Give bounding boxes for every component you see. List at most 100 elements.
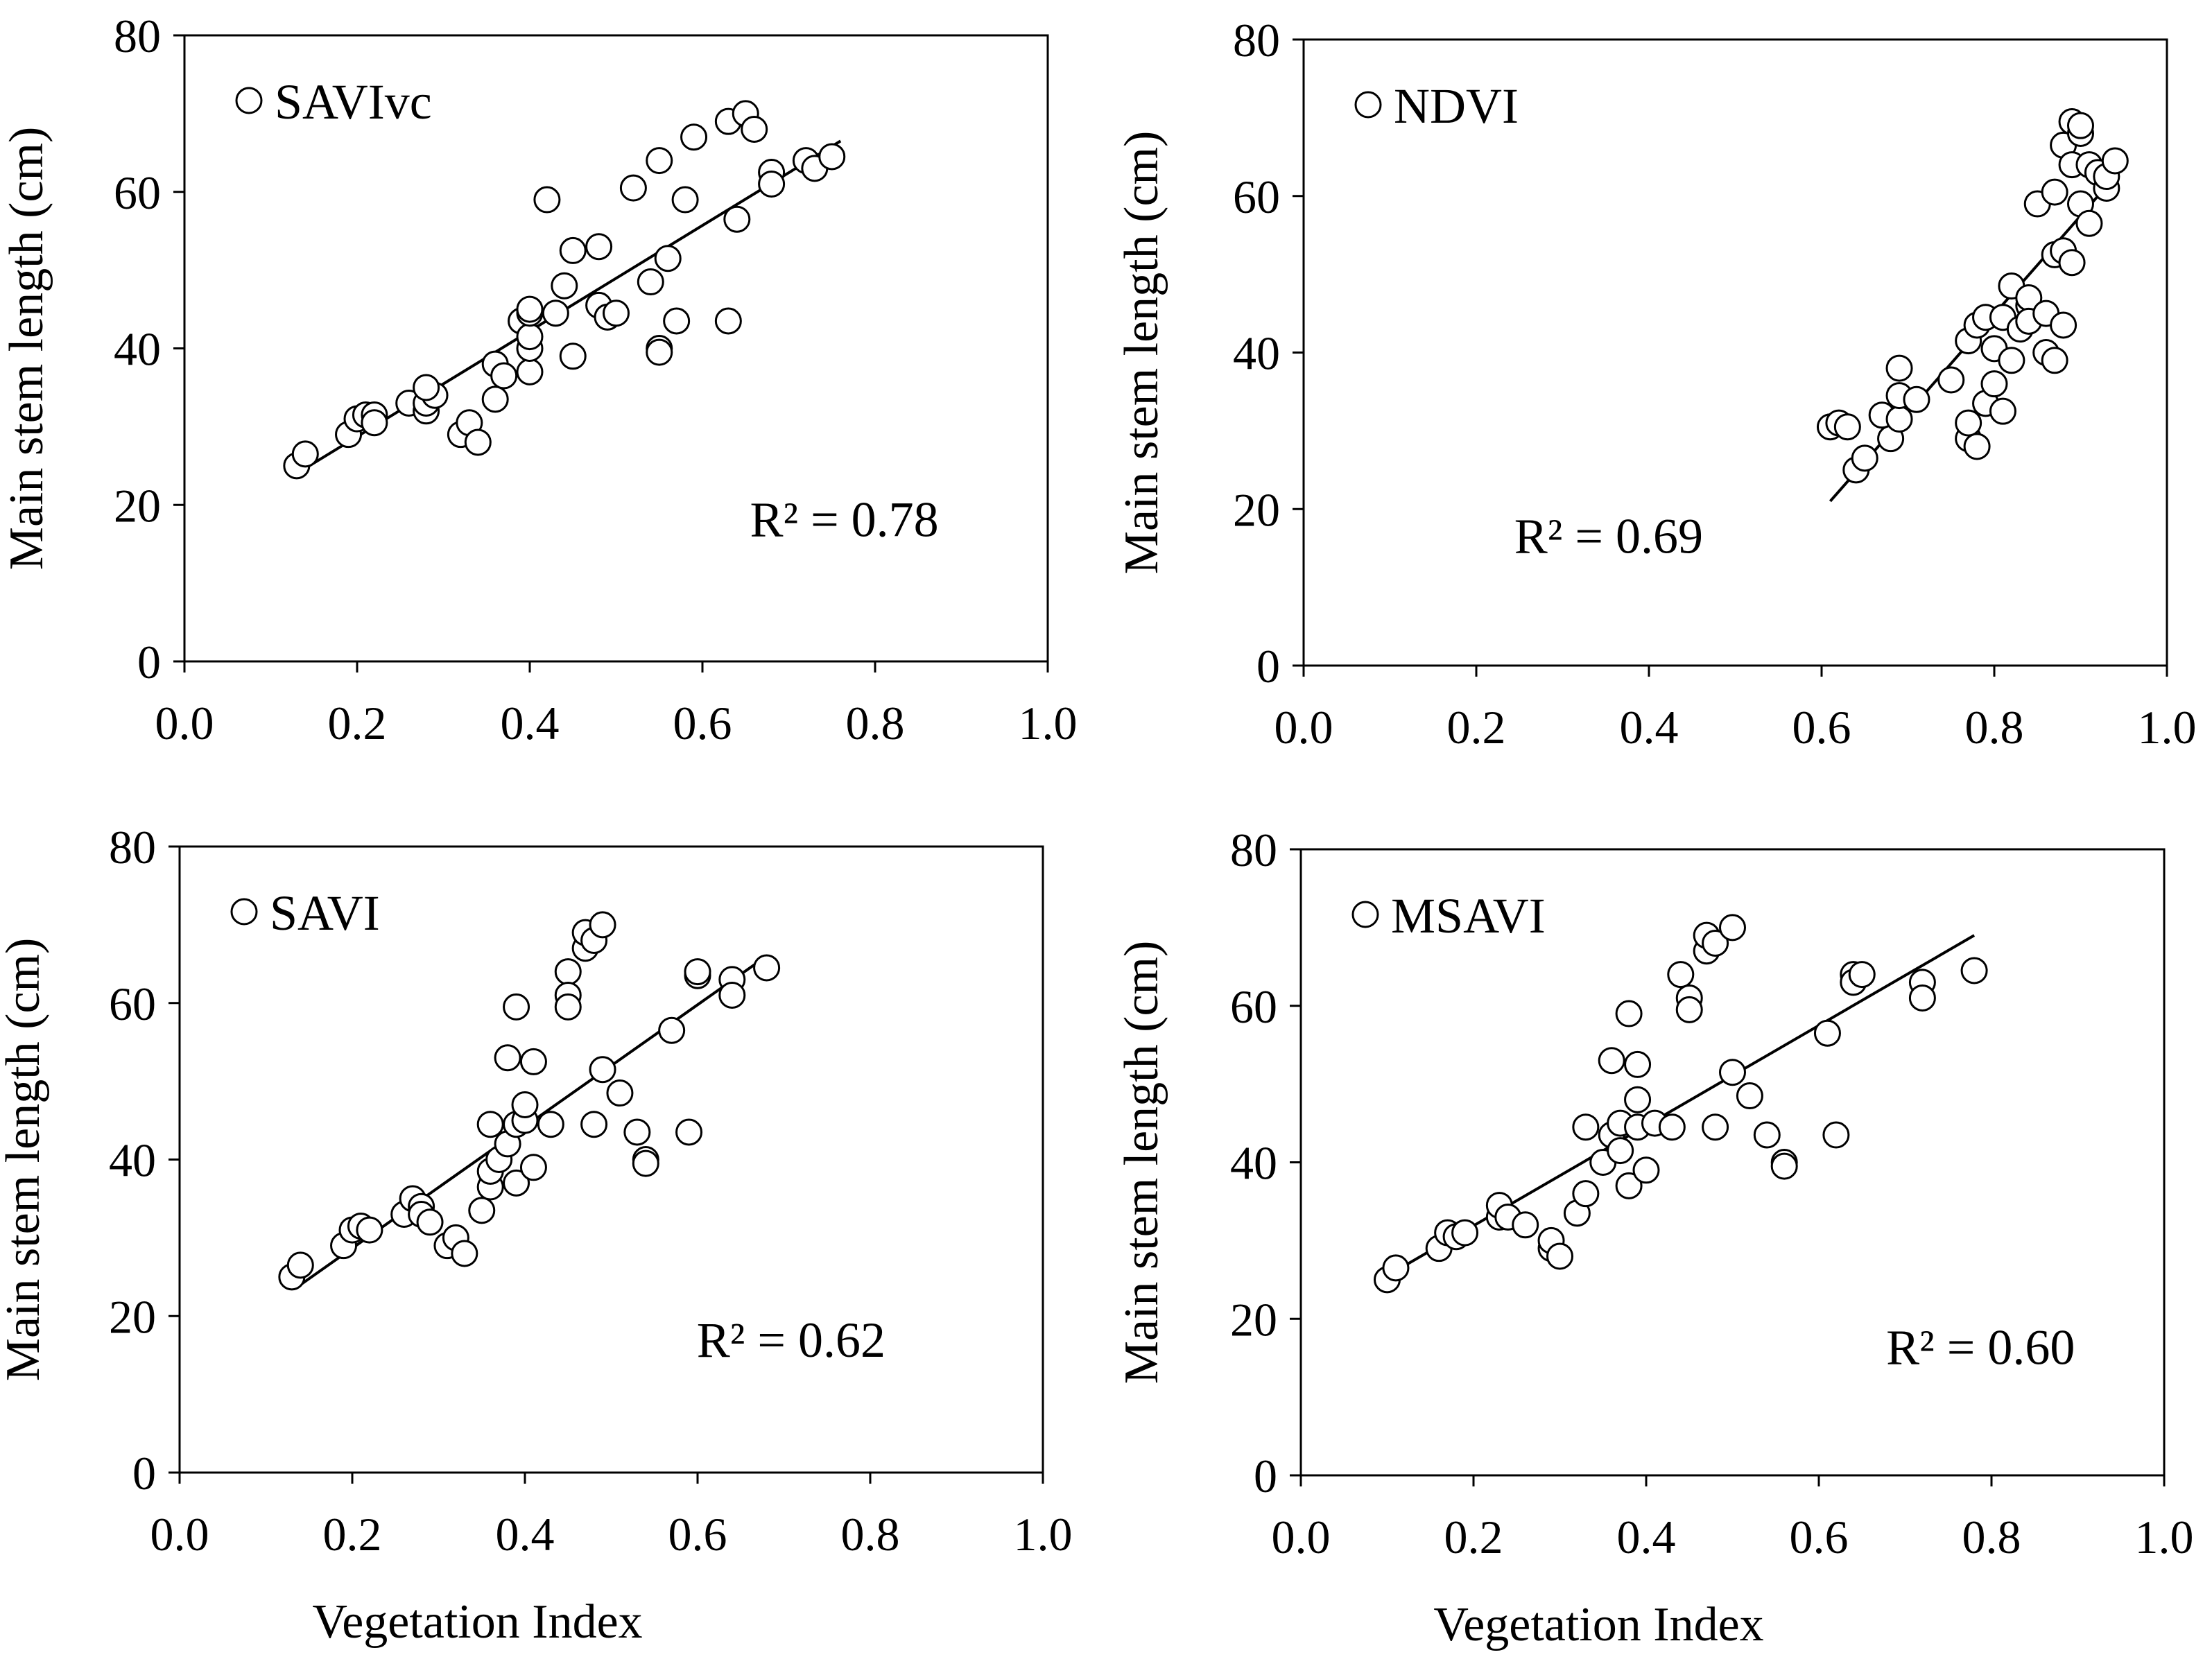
- x-tick-label: 0.6: [1790, 1511, 1849, 1563]
- x-tick-label: 0.6: [1792, 701, 1851, 754]
- data-point: [1675, 996, 1703, 1023]
- data-point: [468, 1197, 496, 1224]
- x-tick-label: 0.4: [1620, 701, 1679, 754]
- x-tick-label: 0.8: [1962, 1511, 2021, 1563]
- x-tick-label: 0.8: [1965, 701, 2024, 754]
- y-tick-label: 0: [137, 636, 161, 688]
- data-point: [1546, 1242, 1573, 1270]
- y-tick-label: 60: [109, 978, 156, 1030]
- data-point: [1833, 413, 1861, 441]
- y-tick-label: 0: [132, 1447, 156, 1500]
- data-point: [1736, 1082, 1763, 1110]
- data-point: [2101, 147, 2129, 175]
- data-point: [646, 338, 673, 366]
- data-point: [1607, 1137, 1634, 1165]
- data-point: [1382, 1254, 1410, 1282]
- x-tick-label: 0.2: [323, 1508, 382, 1561]
- y-tick-label: 80: [109, 821, 156, 874]
- x-tick-label: 0.6: [673, 697, 732, 749]
- data-point: [1615, 1172, 1643, 1199]
- data-point: [663, 307, 691, 335]
- y-axis-title: Main stem length (cm): [0, 938, 50, 1382]
- data-point: [589, 911, 616, 939]
- legend-marker: [1351, 901, 1379, 928]
- data-point: [1624, 1050, 1652, 1078]
- data-point: [753, 954, 781, 982]
- data-point: [1667, 961, 1695, 989]
- data-point: [559, 236, 587, 264]
- data-point: [1989, 397, 2016, 425]
- y-tick-label: 40: [1233, 327, 1280, 380]
- x-tick-label: 0.8: [846, 697, 905, 749]
- data-point: [580, 1111, 608, 1138]
- data-point: [503, 993, 530, 1021]
- data-point: [680, 123, 708, 151]
- data-point: [291, 440, 319, 468]
- data-point: [684, 958, 711, 986]
- x-tick-label: 0.0: [1272, 1511, 1331, 1563]
- y-tick-label: 80: [114, 10, 161, 62]
- x-tick-label: 0.6: [668, 1508, 727, 1561]
- data-point: [356, 1216, 383, 1244]
- y-tick-label: 40: [1230, 1137, 1277, 1190]
- r-squared-label: R² = 0.78: [750, 492, 938, 547]
- x-tick-label: 1.0: [1014, 1508, 1073, 1561]
- data-point: [516, 295, 544, 323]
- data-point: [675, 1118, 703, 1146]
- legend-marker: [230, 898, 258, 926]
- x-tick-label: 0.0: [155, 697, 214, 749]
- r-squared-label: R² = 0.60: [1886, 1319, 2075, 1375]
- data-point: [511, 1091, 539, 1118]
- data-point: [589, 1056, 616, 1084]
- x-tick-label: 1.0: [1019, 697, 1078, 749]
- data-point: [818, 143, 846, 171]
- trendline: [1386, 934, 1976, 1277]
- data-point: [654, 245, 682, 272]
- data-point: [490, 362, 518, 390]
- x-tick-label: 0.4: [1617, 1511, 1676, 1563]
- data-point: [551, 272, 578, 300]
- data-point: [585, 233, 613, 261]
- legend-marker: [1354, 91, 1382, 119]
- data-point: [1572, 1180, 1600, 1208]
- data-point: [494, 1044, 521, 1072]
- y-tick-label: 20: [1233, 483, 1280, 536]
- y-tick-label: 40: [109, 1134, 156, 1187]
- x-tick-label: 0.0: [1275, 701, 1333, 754]
- y-tick-label: 20: [1230, 1293, 1277, 1346]
- y-tick-label: 60: [1230, 980, 1277, 1033]
- data-point: [416, 1208, 444, 1236]
- x-tick-label: 1.0: [2135, 1511, 2194, 1563]
- data-point: [481, 385, 509, 413]
- y-tick-label: 80: [1230, 824, 1277, 876]
- data-point: [2050, 311, 2077, 339]
- data-point: [714, 307, 742, 335]
- y-tick-label: 20: [114, 479, 161, 532]
- data-point: [1624, 1086, 1652, 1113]
- data-point: [619, 174, 647, 202]
- data-point: [1615, 1000, 1643, 1027]
- legend-label: SAVIvc: [275, 74, 432, 130]
- data-point: [2067, 112, 2094, 139]
- x-tick-label: 0.2: [328, 697, 387, 749]
- data-point: [519, 1154, 547, 1181]
- data-point: [559, 342, 587, 370]
- data-point: [1848, 961, 1876, 989]
- data-point: [1960, 957, 1988, 984]
- data-point: [723, 205, 751, 233]
- data-point: [1822, 1121, 1850, 1149]
- y-tick-label: 0: [1254, 1450, 1277, 1502]
- y-tick-label: 0: [1256, 640, 1280, 693]
- data-point: [741, 115, 768, 143]
- y-tick-label: 60: [114, 166, 161, 219]
- data-point: [758, 170, 786, 198]
- data-point: [658, 1016, 686, 1044]
- data-point: [554, 993, 582, 1021]
- data-point: [2041, 347, 2068, 374]
- data-point: [2041, 178, 2068, 206]
- x-tick-label: 0.4: [501, 697, 560, 749]
- data-point: [537, 1111, 564, 1138]
